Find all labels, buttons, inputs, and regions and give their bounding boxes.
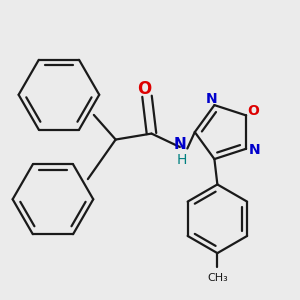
Text: H: H [176,153,187,166]
Text: CH₃: CH₃ [207,273,228,283]
Text: N: N [206,92,218,106]
Text: O: O [137,80,152,98]
Text: O: O [248,104,260,118]
Text: N: N [173,136,186,152]
Text: N: N [249,143,260,157]
